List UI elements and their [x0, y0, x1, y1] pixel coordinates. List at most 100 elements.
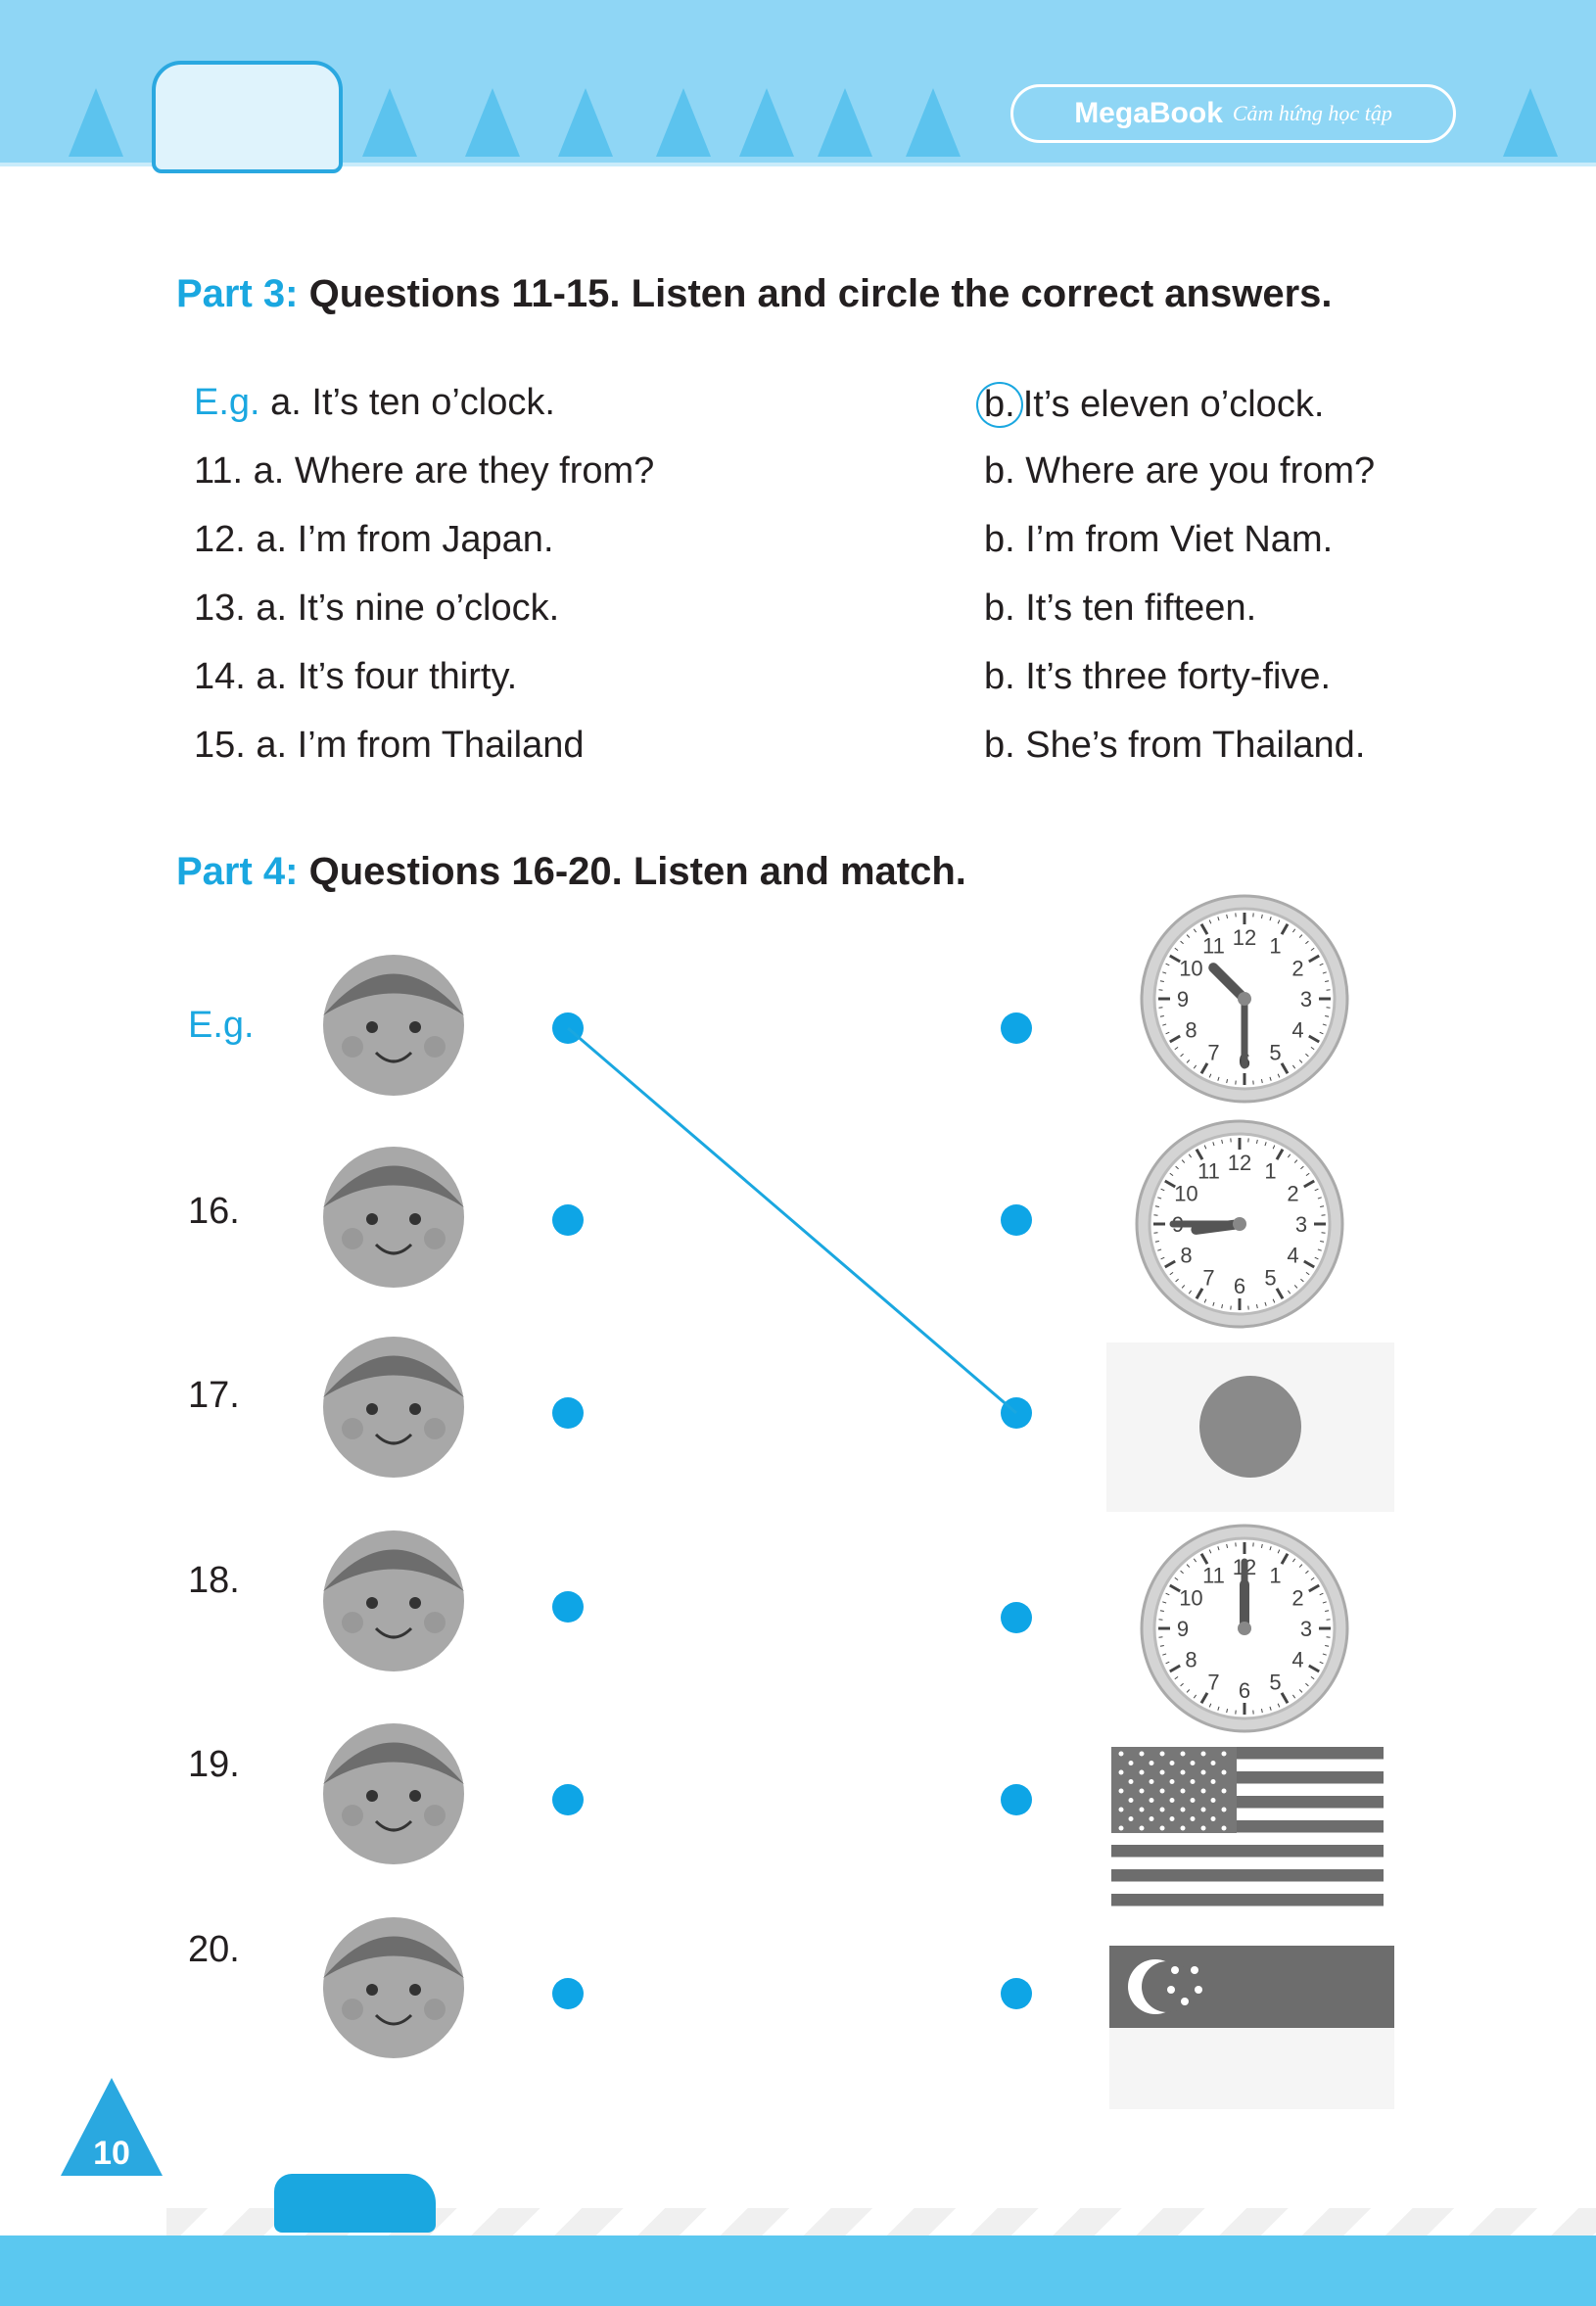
svg-text:8: 8: [1185, 1018, 1197, 1043]
svg-text:4: 4: [1287, 1244, 1298, 1268]
match-item-number: 17.: [188, 1375, 240, 1416]
example-match-line: [567, 1026, 1017, 1415]
svg-text:2: 2: [1291, 1586, 1303, 1611]
question-number: 13.: [194, 588, 246, 629]
svg-text:8: 8: [1185, 1648, 1197, 1672]
left-dot[interactable]: [552, 1784, 584, 1815]
clock-icon: 123456789101112: [1135, 1119, 1344, 1329]
left-dot[interactable]: [552, 1978, 584, 2009]
question-number: E.g.: [194, 382, 260, 423]
svg-text:12: 12: [1228, 1151, 1251, 1175]
question-number: 15.: [194, 725, 246, 766]
question-number: 11.: [194, 450, 244, 492]
option-a[interactable]: a. Where are they from?: [253, 450, 655, 492]
tree-icon: [558, 88, 613, 157]
left-dot[interactable]: [552, 1397, 584, 1429]
question-row-a: 14. a. It’s four thirty.: [194, 656, 517, 698]
right-dot[interactable]: [1001, 1784, 1032, 1815]
svg-text:11: 11: [1197, 1158, 1220, 1183]
singapore-flag: [1109, 1946, 1394, 2109]
question-number: 12.: [194, 519, 246, 560]
tree-icon: [465, 88, 520, 157]
question-row-a: 11. a. Where are they from?: [194, 450, 654, 493]
japan-flag: [1106, 1342, 1394, 1512]
svg-text:10: 10: [1179, 957, 1202, 981]
svg-text:1: 1: [1264, 1158, 1276, 1183]
bus-illustration: [152, 61, 343, 173]
option-b[interactable]: b. It’s ten fifteen.: [984, 588, 1257, 629]
logo-brand: MegaBook: [1074, 97, 1223, 129]
option-a[interactable]: a. It’s four thirty.: [256, 656, 518, 697]
svg-text:12: 12: [1233, 925, 1256, 950]
svg-text:7: 7: [1202, 1266, 1214, 1291]
svg-text:9: 9: [1177, 1617, 1189, 1641]
child-face: [323, 1917, 464, 2058]
match-item-number: 19.: [188, 1744, 240, 1785]
page-number-badge: [61, 2078, 163, 2176]
question-row-b: b. It’s eleven o’clock.: [976, 382, 1325, 428]
svg-text:5: 5: [1269, 1671, 1281, 1695]
question-row-a: 12. a. I’m from Japan.: [194, 519, 554, 561]
svg-text:10: 10: [1179, 1586, 1202, 1611]
svg-text:7: 7: [1207, 1041, 1219, 1065]
child-face: [323, 955, 464, 1096]
svg-text:11: 11: [1202, 1563, 1225, 1587]
circled-option-b[interactable]: b.: [976, 382, 1023, 428]
svg-text:1: 1: [1269, 1563, 1281, 1587]
svg-text:2: 2: [1291, 957, 1303, 981]
child-face: [323, 1723, 464, 1864]
match-item-number: 18.: [188, 1560, 240, 1601]
right-dot[interactable]: [1001, 1978, 1032, 2009]
header-banner: MegaBook Cảm hứng học tập: [0, 0, 1596, 173]
option-b[interactable]: b. I’m from Viet Nam.: [984, 519, 1334, 560]
option-b[interactable]: b. It’s three forty-five.: [984, 656, 1332, 697]
clock-icon: 123456789101112: [1140, 894, 1349, 1104]
child-face: [323, 1530, 464, 1671]
footer-banner: [0, 2235, 1596, 2306]
svg-text:4: 4: [1291, 1018, 1303, 1043]
option-b[interactable]: b. She’s from Thailand.: [984, 725, 1366, 766]
option-a[interactable]: a. I’m from Thailand: [256, 725, 585, 766]
left-dot[interactable]: [552, 1204, 584, 1236]
tree-icon: [1503, 88, 1558, 157]
question-row-a: 13. a. It’s nine o’clock.: [194, 588, 559, 630]
right-dot[interactable]: [1001, 1012, 1032, 1044]
option-b[interactable]: b. Where are you from?: [984, 450, 1376, 492]
option-b[interactable]: It’s eleven o’clock.: [1022, 384, 1325, 425]
question-row-b: b. I’m from Viet Nam.: [984, 519, 1333, 561]
svg-text:3: 3: [1300, 1617, 1312, 1641]
tree-icon: [69, 88, 123, 157]
svg-text:10: 10: [1174, 1182, 1197, 1206]
child-face: [323, 1337, 464, 1478]
svg-text:11: 11: [1202, 933, 1225, 958]
right-dot[interactable]: [1001, 1602, 1032, 1633]
page-number: 10: [93, 2135, 130, 2172]
part3-title: Part 3: Questions 11-15. Listen and circ…: [176, 272, 1333, 316]
svg-text:3: 3: [1295, 1212, 1307, 1237]
svg-text:3: 3: [1300, 987, 1312, 1012]
svg-text:5: 5: [1269, 1041, 1281, 1065]
question-row-b: b. It’s three forty-five.: [984, 656, 1331, 698]
question-row-b: b. She’s from Thailand.: [984, 725, 1365, 767]
match-item-number: 16.: [188, 1191, 240, 1232]
tree-icon: [906, 88, 961, 157]
match-item-number: E.g.: [188, 1005, 255, 1046]
right-dot[interactable]: [1001, 1204, 1032, 1236]
option-a[interactable]: a. It’s ten o’clock.: [270, 382, 555, 423]
option-a[interactable]: a. It’s nine o’clock.: [256, 588, 560, 629]
svg-text:9: 9: [1177, 987, 1189, 1012]
usa-flag: [1111, 1747, 1384, 1906]
question-row-a: 15. a. I’m from Thailand: [194, 725, 585, 767]
question-row-b: b. It’s ten fifteen.: [984, 588, 1256, 630]
left-dot[interactable]: [552, 1591, 584, 1623]
svg-text:5: 5: [1264, 1266, 1276, 1291]
option-a[interactable]: a. I’m from Japan.: [256, 519, 554, 560]
svg-text:4: 4: [1291, 1648, 1303, 1672]
part-instruction: Questions 16-20. Listen and match.: [308, 850, 966, 893]
tree-icon: [656, 88, 711, 157]
tree-icon: [818, 88, 872, 157]
question-row-a: E.g. a. It’s ten o’clock.: [194, 382, 555, 424]
clock-icon: 123456789101112: [1140, 1524, 1349, 1733]
svg-text:2: 2: [1287, 1182, 1298, 1206]
